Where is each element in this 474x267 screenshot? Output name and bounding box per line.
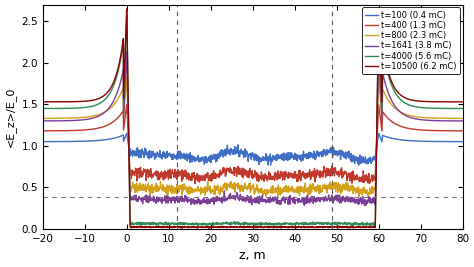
- t=800 (2.3 mC): [360, 190, 366, 193]
- t=800 (2.3 mC): [40, 117, 46, 120]
- t=800 (2.3 mC): [124, 76, 129, 79]
- t=4000 (5.6 mC): [376, 29, 382, 33]
- t=100 (0.4 mC): [308, 151, 314, 154]
- t=4000 (5.6 mC): [195, 225, 201, 228]
- t=400 (1.3 mC): [308, 176, 314, 180]
- Line: t=1641 (3.8 mC): t=1641 (3.8 mC): [43, 52, 463, 206]
- t=1641 (3.8 mC): [40, 119, 46, 123]
- t=1641 (3.8 mC): [308, 200, 314, 203]
- t=1641 (3.8 mC): [362, 204, 367, 207]
- t=1641 (3.8 mC): [319, 196, 325, 199]
- t=1641 (3.8 mC): [352, 201, 357, 204]
- t=1641 (3.8 mC): [460, 119, 465, 123]
- t=1641 (3.8 mC): [213, 200, 219, 203]
- t=100 (0.4 mC): [40, 140, 46, 143]
- t=800 (2.3 mC): [460, 117, 465, 120]
- Line: t=100 (0.4 mC): t=100 (0.4 mC): [43, 134, 463, 165]
- Legend: t=100 (0.4 mC), t=400 (1.3 mC), t=800 (2.3 mC), t=1641 (3.8 mC), t=4000 (5.6 mC): t=100 (0.4 mC), t=400 (1.3 mC), t=800 (2…: [362, 7, 460, 74]
- t=10500 (6.2 mC): [376, 23, 382, 27]
- Y-axis label: <E_z>/E_0: <E_z>/E_0: [5, 87, 16, 147]
- Line: t=10500 (6.2 mC): t=10500 (6.2 mC): [43, 9, 463, 228]
- X-axis label: z, m: z, m: [239, 249, 266, 262]
- t=10500 (6.2 mC): [124, 7, 129, 11]
- t=400 (1.3 mC): [320, 175, 326, 179]
- t=10500 (6.2 mC): [40, 100, 46, 104]
- t=800 (2.3 mC): [213, 185, 219, 188]
- t=100 (0.4 mC): [352, 160, 357, 163]
- t=800 (2.3 mC): [376, 83, 382, 86]
- Line: t=400 (1.3 mC): t=400 (1.3 mC): [43, 105, 463, 184]
- t=4000 (5.6 mC): [460, 107, 465, 110]
- t=1641 (3.8 mC): [360, 200, 366, 203]
- t=100 (0.4 mC): [124, 132, 129, 135]
- t=4000 (5.6 mC): [40, 107, 46, 110]
- t=1641 (3.8 mC): [124, 50, 129, 53]
- t=100 (0.4 mC): [319, 153, 325, 156]
- t=100 (0.4 mC): [361, 160, 366, 164]
- t=100 (0.4 mC): [213, 153, 219, 156]
- t=100 (0.4 mC): [356, 164, 362, 167]
- t=400 (1.3 mC): [376, 108, 382, 111]
- t=400 (1.3 mC): [124, 103, 129, 107]
- t=10500 (6.2 mC): [213, 226, 219, 229]
- t=400 (1.3 mC): [352, 178, 357, 182]
- t=4000 (5.6 mC): [361, 222, 366, 225]
- t=100 (0.4 mC): [460, 140, 465, 143]
- t=4000 (5.6 mC): [352, 223, 357, 226]
- t=1641 (3.8 mC): [376, 62, 382, 65]
- t=4000 (5.6 mC): [320, 222, 326, 225]
- t=400 (1.3 mC): [361, 179, 366, 183]
- t=10500 (6.2 mC): [352, 226, 357, 229]
- Line: t=4000 (5.6 mC): t=4000 (5.6 mC): [43, 15, 463, 226]
- t=800 (2.3 mC): [308, 187, 314, 191]
- t=800 (2.3 mC): [365, 195, 371, 198]
- t=100 (0.4 mC): [376, 133, 382, 136]
- t=10500 (6.2 mC): [194, 226, 200, 230]
- Line: t=800 (2.3 mC): t=800 (2.3 mC): [43, 78, 463, 197]
- t=10500 (6.2 mC): [460, 100, 465, 104]
- t=800 (2.3 mC): [319, 184, 325, 188]
- t=4000 (5.6 mC): [124, 13, 129, 16]
- t=400 (1.3 mC): [40, 129, 46, 132]
- t=10500 (6.2 mC): [320, 225, 326, 228]
- t=400 (1.3 mC): [460, 129, 465, 132]
- t=4000 (5.6 mC): [213, 221, 219, 224]
- t=10500 (6.2 mC): [308, 226, 314, 229]
- t=4000 (5.6 mC): [308, 222, 314, 226]
- t=400 (1.3 mC): [213, 174, 219, 177]
- t=800 (2.3 mC): [352, 187, 357, 190]
- t=10500 (6.2 mC): [361, 225, 366, 229]
- t=400 (1.3 mC): [192, 182, 198, 185]
